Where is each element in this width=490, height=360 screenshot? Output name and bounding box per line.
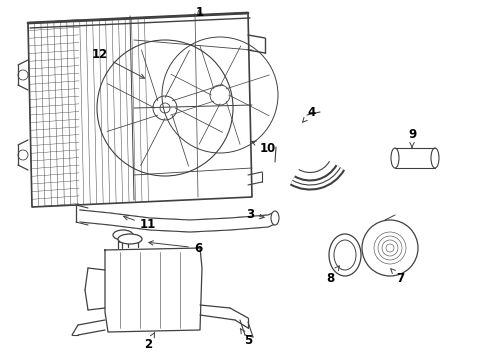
Text: 5: 5: [240, 328, 252, 346]
Text: 3: 3: [246, 208, 264, 221]
Text: 10: 10: [251, 141, 276, 154]
Ellipse shape: [334, 240, 356, 270]
Text: 6: 6: [149, 241, 202, 255]
Text: 11: 11: [123, 216, 156, 231]
Text: 12: 12: [92, 49, 145, 78]
Polygon shape: [80, 210, 275, 232]
Ellipse shape: [391, 148, 399, 168]
Text: 1: 1: [196, 5, 204, 18]
Text: 4: 4: [303, 105, 316, 122]
Ellipse shape: [118, 234, 142, 244]
Polygon shape: [105, 248, 202, 332]
Text: 9: 9: [408, 129, 416, 147]
Text: 7: 7: [391, 269, 404, 284]
Ellipse shape: [271, 211, 279, 225]
Ellipse shape: [113, 230, 133, 240]
Ellipse shape: [329, 234, 361, 276]
Ellipse shape: [431, 148, 439, 168]
Text: 2: 2: [144, 333, 154, 351]
Circle shape: [362, 220, 418, 276]
Text: 8: 8: [326, 266, 340, 284]
